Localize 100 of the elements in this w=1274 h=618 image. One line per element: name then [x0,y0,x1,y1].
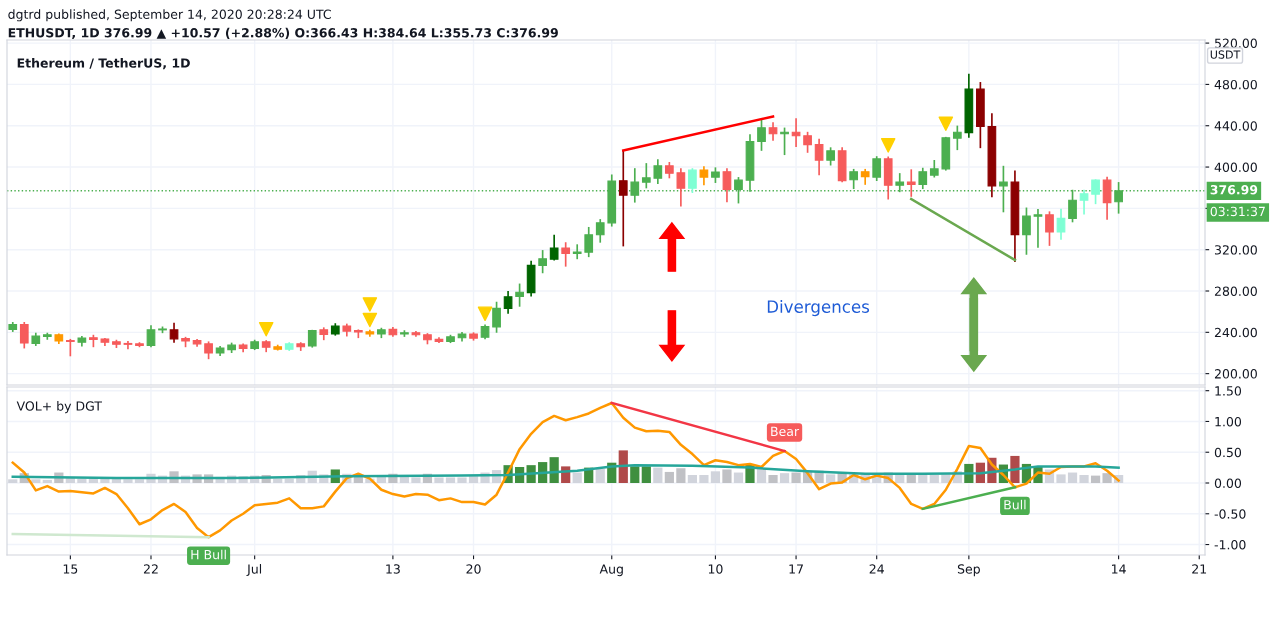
bar [653,467,663,483]
bar [630,466,640,483]
x-tick-label: 15 [63,564,78,574]
y-tick-label: 520.00 [1214,38,1257,49]
candlestick [1056,208,1066,240]
text: USDT [1210,50,1241,59]
y-tick-label: 0.50 [1214,447,1242,458]
bar [918,475,928,483]
annotation: Ethereum / TetherUS, 1D [17,58,190,70]
bar [134,479,145,483]
line-series [11,463,1120,480]
candlestick [19,321,29,349]
bar [779,473,790,483]
line-series [11,401,1120,539]
point [938,116,954,131]
candlestick [618,150,628,247]
bar [641,466,651,483]
candlestick [1091,179,1100,205]
candlestick [906,169,916,197]
bar [756,468,767,483]
candlestick [757,119,766,151]
candlestick [849,168,859,190]
candlestick [538,250,548,274]
bar [826,474,836,483]
candlestick [641,163,651,189]
candlestick [1079,189,1089,215]
candlestick [872,156,882,182]
ref-line-label: 376.99 [1210,184,1258,195]
bar [411,477,421,483]
candlestick [952,125,962,151]
x-tick-label: 21 [1192,564,1207,574]
y-tick-label: -0.50 [1214,509,1246,519]
candlestick [503,290,513,314]
bar [42,479,52,483]
y-tick-label: 200.00 [1214,369,1257,379]
bar [722,469,732,483]
bar [284,478,294,483]
bar [1067,472,1078,483]
bar [929,475,939,483]
candlestick [1045,211,1054,246]
x-tick-label: 17 [789,564,803,574]
y-tick-label: 0.00 [1214,478,1242,488]
x-tick-label: 10 [708,564,723,574]
x-tick-label: 14 [1112,564,1126,574]
annotation: Bull [1004,499,1026,510]
x-tick-label: 20 [466,564,481,574]
annotation: Divergences [767,300,870,317]
candlestick [515,283,524,307]
bar [31,479,41,483]
bar [77,478,87,483]
candlestick [676,168,686,207]
y-tick-label: 440.00 [1214,121,1257,131]
y-tick-label: 240.00 [1214,327,1257,338]
bar [710,471,721,483]
text: VOL+ by DGT [16,401,102,414]
candlestick [803,131,812,153]
y-tick-label: 1.00 [1215,416,1242,427]
y-tick-label: 320.00 [1214,245,1257,255]
bar [791,472,801,483]
bar [457,477,467,483]
candlestick [561,242,571,267]
candlestick [146,325,156,348]
bar [768,475,778,483]
y-tick-label: 480.00 [1214,79,1257,90]
candlestick [791,118,801,148]
candlestick [572,244,582,260]
candlestick [1102,176,1112,220]
bar [549,457,559,483]
y-tick-label: 280.00 [1214,286,1257,296]
bar [572,472,582,483]
y-tick-label: -1.00 [1214,540,1246,550]
bar [434,477,444,483]
x-tick-label: 22 [143,564,158,574]
bar [618,450,628,483]
bar [687,475,697,483]
y-tick-label: 1.50 [1215,386,1242,396]
bar [1056,474,1066,483]
chart-subtitle: ETHUSDT, 1D 376.99 ▲ +10.57 (+2.88%) O:366.43 H:384.64 L:355.73 C:376.99 [8,27,558,40]
y-tick-label: 400.00 [1214,162,1257,172]
candlestick [722,168,732,203]
bar [1090,475,1101,483]
bar [1102,473,1112,483]
point [880,138,896,153]
candlestick [688,168,697,193]
bar [1079,475,1089,483]
x-tick-label: Jul [246,564,262,577]
bar [111,478,122,483]
bar [445,477,456,483]
candlestick [653,159,663,185]
bar [733,472,744,483]
bar [273,478,283,483]
x-tick-label: Aug [599,564,623,577]
x-tick-label: 24 [869,564,884,574]
x-tick-label: Sep [957,564,980,577]
candlestick [584,226,594,258]
bar [699,475,709,483]
bar [664,471,674,483]
bar [123,479,133,483]
candlestick [549,234,559,261]
annotation: Bear [771,426,800,437]
